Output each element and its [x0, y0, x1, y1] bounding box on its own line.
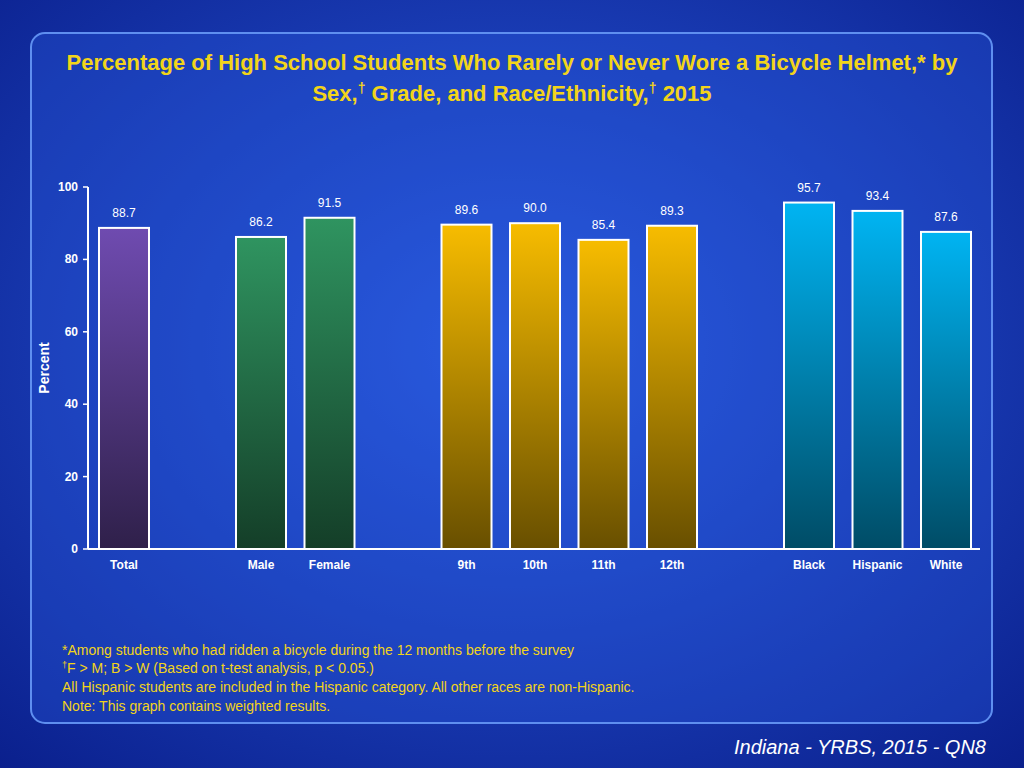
bar [236, 237, 286, 549]
x-tick-label: Black [793, 558, 825, 572]
y-tick-label: 100 [58, 180, 78, 194]
data-label: 89.6 [455, 203, 479, 217]
x-tick-label: 12th [660, 558, 685, 572]
bar [921, 232, 971, 549]
data-label: 89.3 [660, 204, 684, 218]
bar [647, 226, 697, 549]
source: Indiana - YRBS, 2015 - QN8 [734, 736, 986, 758]
x-tick-label: 9th [458, 558, 476, 572]
bar [442, 225, 492, 549]
data-label: 93.4 [866, 189, 890, 203]
bar [853, 211, 903, 549]
x-tick-label: White [930, 558, 963, 572]
x-tick-label: Female [309, 558, 351, 572]
y-tick-label: 20 [65, 470, 79, 484]
footnote: All Hispanic students are included in th… [62, 679, 634, 695]
bar [99, 228, 149, 549]
title: Percentage of High School Students Who R… [67, 50, 959, 106]
chart: Percentage of High School Students Who R… [0, 0, 1024, 768]
data-label: 91.5 [318, 196, 342, 210]
data-label: 95.7 [797, 181, 821, 195]
y-tick-label: 60 [65, 325, 79, 339]
bars [99, 203, 971, 549]
data-label: 85.4 [592, 218, 616, 232]
x-tick-label: 11th [591, 558, 615, 572]
footnote: †F > M; B > W (Based on t-test analysis,… [62, 660, 374, 676]
x-tick-label: Male [248, 558, 275, 572]
bar [784, 203, 834, 549]
x-tick-label: 10th [523, 558, 548, 572]
y-tick-label: 80 [65, 252, 79, 266]
data-label: 87.6 [934, 210, 958, 224]
footnote: *Among students who had ridden a bicycle… [62, 642, 574, 658]
data-label: 86.2 [249, 215, 273, 229]
bar [305, 218, 355, 549]
data-label: 90.0 [523, 201, 547, 215]
data-label: 88.7 [112, 206, 136, 220]
y-axis-label: Percent [36, 342, 52, 394]
panel [31, 33, 992, 723]
y-tick-label: 40 [65, 397, 79, 411]
footnote: Note: This graph contains weighted resul… [62, 698, 330, 714]
x-tick-label: Hispanic [852, 558, 902, 572]
bar [510, 223, 560, 549]
x-axis [88, 548, 980, 550]
background [0, 0, 1024, 768]
x-tick-label: Total [110, 558, 138, 572]
y-tick-label: 0 [71, 542, 78, 556]
y-axis [87, 187, 89, 549]
bar [579, 240, 629, 549]
